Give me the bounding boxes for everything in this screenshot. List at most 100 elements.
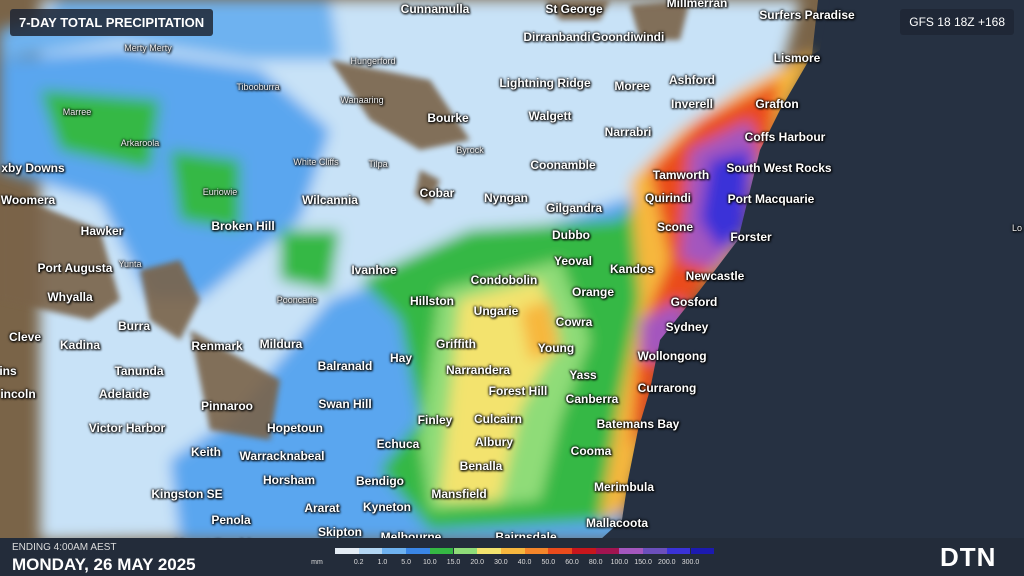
place-label: St George: [545, 2, 603, 16]
place-label: Ivanhoe: [351, 263, 397, 277]
place-label: Merimbula: [593, 480, 655, 494]
place-label: Canberra: [565, 392, 619, 406]
place-label: Hawker: [80, 224, 124, 238]
legend-swatch: [548, 548, 572, 554]
place-label: South West Rocks: [726, 161, 832, 175]
legend-label: 50.0: [541, 559, 556, 566]
place-label: Balranald: [317, 359, 373, 373]
place-label: Batemans Bay: [596, 417, 680, 431]
legend-swatch: [619, 548, 644, 554]
place-label: Port Augusta: [37, 261, 113, 275]
place-label: Echuca: [376, 437, 420, 451]
place-label: Hungerford: [350, 56, 396, 66]
place-label: Tibooburra: [236, 82, 280, 92]
legend-swatch: [666, 548, 691, 554]
legend-label: 30.0: [494, 559, 508, 566]
place-label: Gilgandra: [545, 201, 603, 215]
precip-field: [0, 0, 815, 540]
place-label: Burra: [117, 319, 151, 333]
place-label: Currarong: [637, 381, 697, 395]
place-label: Euriowie: [202, 187, 238, 197]
place-label: Victor Harbor: [88, 421, 166, 435]
place-label: Albury: [474, 435, 514, 449]
place-label: Inverell: [670, 97, 714, 111]
legend-label: 100.0: [610, 559, 629, 566]
legend-label: 40.0: [517, 559, 532, 566]
place-label: Yeoval: [553, 254, 593, 268]
legend-label: 60.0: [565, 559, 579, 566]
place-label: Broken Hill: [211, 219, 275, 233]
place-label: Surfers Paradise: [759, 8, 855, 22]
legend-swatch: [643, 548, 667, 554]
place-label: Coonamble: [530, 158, 596, 172]
place-label: Cleve: [8, 330, 42, 344]
place-label: Tanunda: [114, 364, 164, 378]
place-label: Scone: [656, 220, 694, 234]
legend-unit: mm: [311, 559, 323, 566]
place-label: Culcairn: [473, 412, 523, 426]
legend-swatch: [477, 548, 501, 554]
legend-label: 150.0: [634, 559, 652, 566]
place-label: Benalla: [459, 459, 503, 473]
legend-swatch: [595, 548, 620, 554]
place-label: Lismore: [773, 51, 821, 65]
footer: ENDING 4:00AM AEST MONDAY, 26 MAY 2025 D…: [0, 538, 1024, 576]
place-label: Sydney: [665, 320, 709, 334]
place-label: Hay: [389, 351, 413, 365]
place-label: Lightning Ridge: [499, 76, 591, 90]
place-label: Hopetoun: [267, 421, 323, 435]
place-label: Cowra: [555, 315, 593, 329]
place-label: Woomera: [0, 193, 56, 207]
place-label: Ungarie: [473, 304, 519, 318]
place-label: Condobolin: [470, 273, 538, 287]
place-label: Renmark: [191, 339, 243, 353]
place-label: Swan Hill: [318, 397, 372, 411]
place-label: Newcastle: [685, 269, 745, 283]
place-label: Narrandera: [445, 363, 511, 377]
legend-swatch: [690, 548, 715, 554]
legend-label: 300.0: [681, 559, 700, 566]
place-label: Young: [537, 341, 575, 355]
place-label: Forest Hill: [488, 384, 548, 398]
place-label: xby Downs: [1, 161, 65, 175]
legend-label: 10.0: [422, 559, 437, 566]
place-label: Bourke: [427, 111, 469, 125]
place-label: Wanaaring: [340, 95, 384, 105]
place-label: Penola: [211, 513, 251, 527]
legend-swatch: [358, 548, 383, 554]
legend-swatch: [335, 548, 359, 554]
place-label: Wilcannia: [302, 193, 358, 207]
place-label: Byrock: [456, 145, 484, 155]
place-label: Mansfield: [431, 487, 487, 501]
legend-label: 80.0: [588, 559, 603, 566]
place-label: Millmerran: [666, 0, 728, 10]
place-label: Finley: [417, 413, 453, 427]
legend-swatch: [572, 548, 596, 554]
legend-label: 15.0: [446, 559, 461, 566]
place-label: Skipton: [318, 525, 362, 539]
place-label: Walgett: [528, 109, 572, 123]
logo: DTN: [940, 542, 997, 572]
place-label: Dubbo: [552, 228, 590, 242]
ocean-east: [600, 0, 1024, 540]
legend-label: 0.2: [353, 559, 364, 566]
place-label: Bendigo: [356, 474, 404, 488]
place-label: Ashford: [669, 73, 715, 87]
place-label: Mildura: [259, 337, 303, 351]
place-label: Wollongong: [637, 349, 707, 363]
place-label: ins: [0, 364, 17, 378]
place-label: Tamworth: [652, 168, 710, 182]
place-label: Kyneton: [363, 500, 411, 514]
place-label: Moree: [614, 79, 650, 93]
place-label: Pinnaroo: [200, 399, 254, 413]
place-label: Pooncarie: [276, 295, 318, 305]
place-label: Merty Merty: [124, 43, 172, 53]
place-label: White Cliffs: [293, 157, 339, 167]
place-label: Kadina: [59, 338, 101, 352]
place-label: Griffith: [436, 337, 476, 351]
title-box: 7-DAY TOTAL PRECIPITATION: [10, 9, 214, 36]
legend-label: 20.0: [470, 559, 484, 566]
place-label: Arkaroola: [120, 138, 160, 148]
place-label: Grafton: [755, 97, 799, 111]
